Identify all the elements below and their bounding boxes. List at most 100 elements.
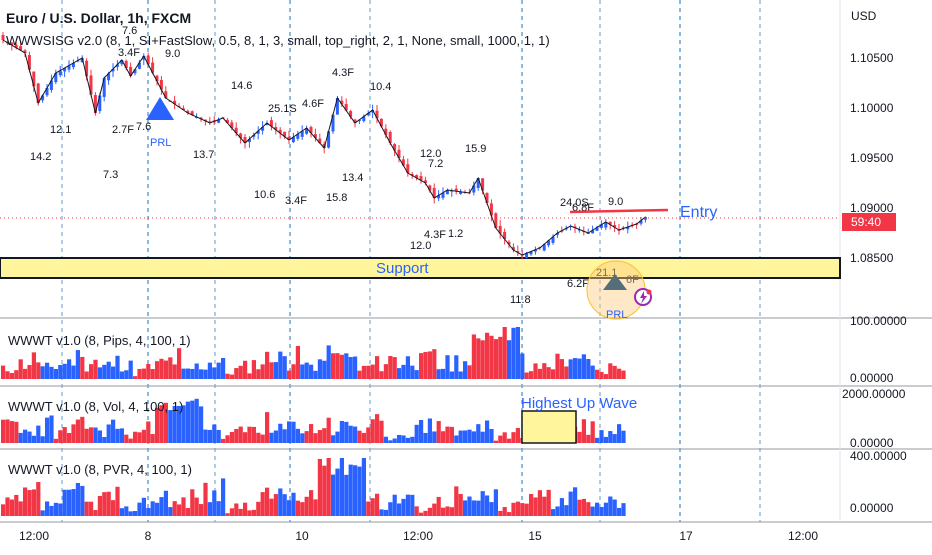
- candle-body: [472, 185, 476, 193]
- histogram-bar: [467, 496, 472, 516]
- histogram-bar: [18, 432, 23, 443]
- histogram-bar: [339, 420, 344, 443]
- candle-body: [573, 226, 577, 228]
- histogram-bar: [498, 510, 503, 516]
- candle-body: [551, 236, 555, 243]
- histogram-bar: [106, 424, 111, 443]
- candle-body: [643, 217, 647, 220]
- histogram-bar: [480, 491, 485, 516]
- candle-body: [498, 225, 502, 234]
- histogram-bar: [366, 427, 371, 443]
- histogram-bar: [392, 438, 397, 443]
- histogram-bar: [410, 436, 415, 443]
- histogram-bar: [260, 364, 265, 379]
- histogram-bar: [291, 492, 296, 516]
- candle-body: [129, 66, 133, 76]
- histogram-bar: [225, 513, 230, 516]
- histogram-bar: [67, 359, 72, 379]
- candle-body: [287, 136, 291, 140]
- histogram-bar: [331, 474, 336, 516]
- histogram-bar: [621, 370, 626, 379]
- histogram-bar: [269, 362, 274, 379]
- histogram-bar: [234, 429, 239, 443]
- histogram-bar: [23, 487, 28, 516]
- histogram-bar: [480, 340, 485, 379]
- histogram-bar: [383, 436, 388, 443]
- histogram-bar: [322, 465, 327, 516]
- histogram-bar: [62, 427, 67, 443]
- candle-body: [437, 195, 441, 199]
- candle-body: [397, 149, 401, 158]
- histogram-bar: [489, 335, 494, 379]
- histogram-bar: [124, 506, 129, 516]
- histogram-bar: [344, 421, 349, 443]
- histogram-bar: [115, 428, 120, 443]
- wave-label: 4.6F: [302, 98, 324, 110]
- candle-body: [186, 110, 190, 113]
- histogram-bar: [423, 432, 428, 443]
- candle-body: [102, 78, 106, 97]
- histogram-bar: [502, 432, 507, 443]
- histogram-bar: [419, 419, 424, 443]
- histogram-bar: [529, 493, 534, 516]
- histogram-bar: [14, 421, 19, 443]
- lightning-bolt-icon: [640, 291, 647, 304]
- candle-body: [199, 117, 203, 119]
- histogram-bar: [251, 509, 256, 516]
- histogram-bar: [53, 438, 58, 443]
- histogram-bar: [282, 356, 287, 379]
- histogram-bar: [150, 501, 155, 516]
- histogram-bar: [397, 503, 402, 516]
- candle-body: [533, 249, 537, 252]
- histogram-bar: [177, 405, 182, 443]
- alert-dot-icon: [646, 289, 652, 295]
- histogram-bar: [599, 430, 604, 443]
- candle-body: [599, 224, 603, 228]
- histogram-bar: [256, 432, 261, 443]
- histogram-bar: [269, 432, 274, 443]
- histogram-bar: [414, 370, 419, 379]
- candle-body: [265, 123, 269, 126]
- histogram-bar: [357, 466, 362, 516]
- histogram-bar: [559, 359, 564, 379]
- candle-body: [291, 137, 295, 143]
- candle-body: [41, 95, 45, 101]
- histogram-bar: [432, 349, 437, 379]
- candle-body: [335, 98, 339, 115]
- histogram-bar: [80, 356, 85, 379]
- histogram-bar: [62, 363, 67, 379]
- histogram-bar: [247, 373, 252, 379]
- histogram-bar: [511, 327, 516, 379]
- histogram-bar: [163, 402, 168, 443]
- histogram-bar: [313, 433, 318, 443]
- time-tick-label: 8: [145, 529, 152, 543]
- histogram-bar: [185, 401, 190, 443]
- candle-body: [362, 116, 366, 122]
- histogram-bar: [493, 489, 498, 516]
- histogram-bar: [207, 362, 212, 379]
- histogram-bar: [199, 406, 204, 443]
- histogram-bar: [375, 493, 380, 516]
- histogram-bar: [221, 478, 226, 516]
- candle-body: [89, 75, 93, 95]
- histogram-bar: [71, 424, 76, 443]
- histogram-bar: [590, 506, 595, 516]
- histogram-bar: [577, 431, 582, 443]
- histogram-bar: [559, 498, 564, 516]
- histogram-bar: [124, 434, 129, 443]
- candle-body: [133, 69, 137, 74]
- price-tag: [842, 213, 896, 231]
- histogram-bar: [617, 507, 622, 516]
- candle-body: [230, 122, 234, 128]
- candle-body: [608, 221, 612, 225]
- candle-body: [120, 60, 124, 65]
- histogram-bar: [102, 364, 107, 379]
- histogram-bar: [392, 494, 397, 516]
- candle-body: [305, 128, 309, 134]
- histogram-bar: [207, 429, 212, 443]
- wave-label: 3.4F: [118, 47, 140, 59]
- histogram-bar: [309, 490, 314, 516]
- wave-label: 6F: [626, 274, 639, 286]
